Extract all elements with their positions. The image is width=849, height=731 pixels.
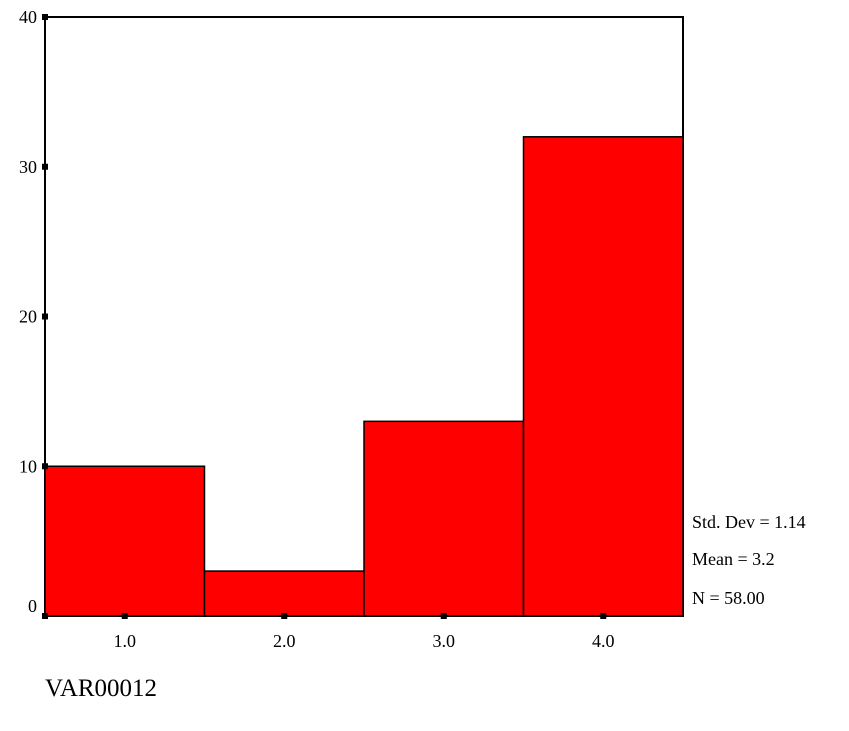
stat-mean: Mean = 3.2 [692, 549, 775, 569]
x-tick-label: 3.0 [433, 631, 456, 651]
bar-group [44, 136, 684, 617]
bar-4.0 [522, 136, 684, 617]
x-tick-mark [600, 613, 607, 619]
y-tick-mark [42, 463, 48, 470]
x-tick-label: 2.0 [273, 631, 296, 651]
x-axis-title: VAR00012 [45, 675, 157, 702]
y-tick-mark [42, 313, 48, 320]
y-tick-label: 0 [28, 596, 37, 616]
x-tick-mark [281, 613, 288, 619]
y-axis: 0 10 20 30 40 [19, 7, 48, 619]
bar-2.0 [203, 570, 365, 617]
x-tick-label: 1.0 [114, 631, 137, 651]
y-tick-label: 30 [19, 157, 37, 177]
x-axis: 1.0 2.0 3.0 4.0 [114, 613, 615, 651]
x-tick-label: 4.0 [592, 631, 615, 651]
bar-1.0 [44, 465, 206, 617]
stat-n: N = 58.00 [692, 588, 765, 608]
y-tick-mark [42, 163, 48, 170]
x-tick-mark [440, 613, 447, 619]
bar-3.0 [363, 420, 525, 617]
y-tick-label: 40 [19, 7, 37, 27]
y-tick-label: 20 [19, 307, 37, 327]
y-tick-mark [42, 14, 48, 20]
y-tick-mark [42, 613, 48, 619]
x-tick-mark [121, 613, 128, 619]
y-tick-label: 10 [19, 456, 37, 476]
stat-std-dev: Std. Dev = 1.14 [692, 512, 806, 532]
